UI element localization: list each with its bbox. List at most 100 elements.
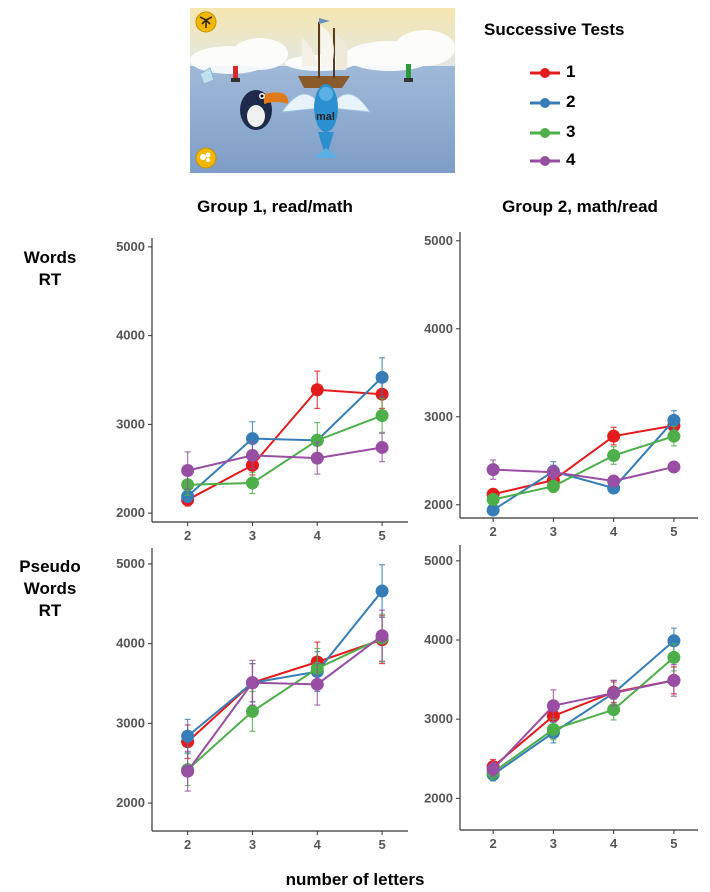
data-point xyxy=(486,503,500,517)
data-point xyxy=(667,634,681,648)
y-tick-label: 2000 xyxy=(116,505,145,520)
x-tick-label: 4 xyxy=(314,837,322,852)
data-point xyxy=(375,629,389,643)
x-tick-label: 2 xyxy=(490,524,497,539)
series-3 xyxy=(181,613,389,787)
x-tick-label: 2 xyxy=(490,836,497,851)
data-point xyxy=(667,673,681,687)
y-tick-label: 3000 xyxy=(424,409,453,424)
target-word: mal xyxy=(316,111,335,123)
x-tick-label: 5 xyxy=(670,836,677,851)
data-point xyxy=(607,686,621,700)
series-line xyxy=(492,435,675,501)
legend-item-1: 1 xyxy=(530,62,610,86)
flying-fish-icon: mal xyxy=(280,84,371,158)
series-line xyxy=(492,419,675,511)
x-tick-label: 3 xyxy=(550,524,557,539)
data-point xyxy=(245,704,259,718)
data-point xyxy=(546,465,560,479)
y-tick-label: 4000 xyxy=(424,632,453,647)
series-line xyxy=(187,388,383,501)
x-tick-label: 4 xyxy=(314,528,322,543)
series-3 xyxy=(486,643,681,780)
data-point xyxy=(181,764,195,778)
data-point xyxy=(181,729,195,743)
series-line xyxy=(186,638,383,743)
series-line xyxy=(492,679,675,770)
series-4 xyxy=(181,609,389,792)
series-line xyxy=(186,637,383,771)
data-point xyxy=(375,370,389,384)
data-point xyxy=(546,699,560,713)
y-tick-label: 5000 xyxy=(424,233,453,248)
series-2 xyxy=(181,564,389,754)
x-tick-label: 2 xyxy=(184,528,191,543)
y-tick-label: 3000 xyxy=(116,715,145,730)
data-point xyxy=(486,762,500,776)
data-point xyxy=(245,432,259,446)
ship-icon xyxy=(298,18,350,88)
y-tick-label: 3000 xyxy=(116,416,145,431)
series-4 xyxy=(486,459,681,488)
data-point xyxy=(667,429,681,443)
data-point xyxy=(310,383,324,397)
legend-item-label: 4 xyxy=(566,150,576,169)
data-point xyxy=(245,676,259,690)
series-3 xyxy=(181,398,389,496)
y-tick-label: 4000 xyxy=(116,636,145,651)
y-tick-label: 2000 xyxy=(424,497,453,512)
panel-pseudowords-group-2: 2000 3000 4000 5000 2 3 4 5 xyxy=(424,545,698,851)
buoy-icon xyxy=(231,64,413,82)
legend-item-label: 3 xyxy=(566,122,576,141)
x-axis-label: number of letters xyxy=(285,870,425,889)
row-label-words-rt: Words RT xyxy=(23,248,77,289)
data-point xyxy=(546,479,560,493)
data-point xyxy=(375,409,389,422)
legend-item-4: 4 xyxy=(530,150,610,174)
x-tick-label: 5 xyxy=(378,837,385,852)
data-point xyxy=(667,650,681,664)
series-line xyxy=(492,640,675,776)
palm-tree-icon[interactable] xyxy=(195,11,217,33)
legend-item-2: 2 xyxy=(530,92,610,116)
x-tick-label: 5 xyxy=(378,528,385,543)
y-tick-label: 4000 xyxy=(116,328,145,343)
x-tick-label: 5 xyxy=(670,524,677,539)
series-line xyxy=(187,414,383,486)
y-tick-label: 3000 xyxy=(424,711,453,726)
data-point xyxy=(245,448,259,462)
hint-icon[interactable] xyxy=(195,147,217,169)
series-line xyxy=(492,424,675,496)
legend-item-label: 1 xyxy=(566,62,576,81)
legend-item-label: 2 xyxy=(566,92,576,111)
legend-title: Successive Tests xyxy=(484,20,625,39)
series-line xyxy=(187,446,383,472)
data-point xyxy=(310,433,324,447)
data-point xyxy=(486,463,500,477)
data-point xyxy=(486,493,500,507)
legend-swatch xyxy=(530,128,560,138)
series-2 xyxy=(181,357,389,504)
y-tick-label: 5000 xyxy=(424,553,453,568)
x-tick-label: 3 xyxy=(249,837,256,852)
data-point xyxy=(310,677,324,691)
y-tick-label: 4000 xyxy=(424,321,453,336)
panel-pseudowords-group-1: 2000 3000 4000 5000 2 3 4 5 xyxy=(116,548,408,852)
legend-swatch xyxy=(530,68,560,78)
y-tick-label: 2000 xyxy=(424,790,453,805)
data-point xyxy=(546,722,560,736)
x-tick-label: 2 xyxy=(184,837,191,852)
data-point xyxy=(181,489,195,503)
series-line xyxy=(493,465,675,483)
series-3 xyxy=(486,425,681,507)
data-point xyxy=(607,703,621,717)
data-point xyxy=(607,429,621,443)
shell-icon xyxy=(199,67,215,85)
legend-swatch xyxy=(530,156,560,166)
panel-words-group-1: 2000 3000 4000 5000 2 3 4 5 xyxy=(116,238,408,543)
panel-words-group-2: 2000 3000 4000 5000 2 3 4 5 xyxy=(424,232,698,539)
data-point xyxy=(181,464,195,478)
data-point xyxy=(245,476,259,490)
y-tick-label: 2000 xyxy=(116,795,145,810)
series-line xyxy=(187,590,383,737)
